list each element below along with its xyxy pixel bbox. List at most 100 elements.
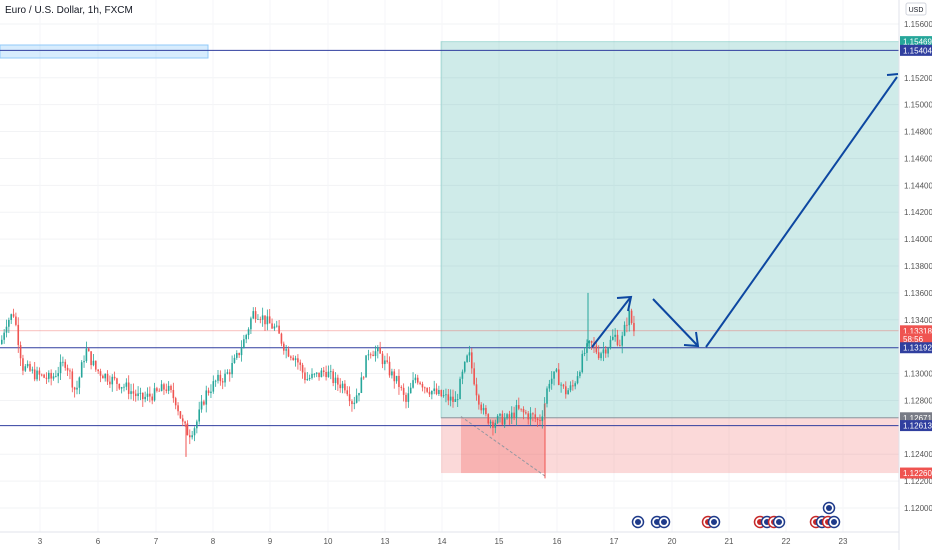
highlight-rectangle[interactable] [0, 44, 209, 59]
candle-body [43, 374, 45, 378]
candle-body [287, 349, 290, 357]
horizontal-levels[interactable] [0, 49, 899, 427]
candle-body [38, 370, 41, 375]
loss-zone[interactable] [441, 417, 899, 474]
candle-body [520, 408, 522, 410]
candle-body [473, 368, 475, 385]
candle-body [513, 412, 515, 418]
price-tag [900, 467, 932, 479]
candle-body [553, 371, 555, 379]
candle-body [614, 334, 616, 337]
candle-body [562, 384, 565, 387]
candle-body [590, 340, 593, 343]
economic-event-dot [711, 519, 717, 525]
candle-body [259, 319, 262, 320]
y-tick-label: 1.14800 [904, 128, 932, 137]
candle-body [158, 390, 161, 392]
y-tick-label: 1.13600 [904, 289, 932, 298]
price-axis[interactable]: 1.15600 1.15200 1.15000 1.14800 1.14600 1.144… [904, 20, 932, 513]
candle-body [268, 316, 271, 324]
arrow-drawings[interactable] [591, 73, 899, 348]
candle-body [428, 391, 431, 395]
candle-body [419, 382, 421, 384]
candle-body [151, 396, 153, 401]
candle-body [95, 360, 97, 370]
candle-body [283, 343, 285, 351]
candle-body [454, 399, 457, 402]
currency-button[interactable]: USD [905, 2, 927, 16]
candle-body [318, 372, 320, 378]
candle-body [475, 384, 478, 396]
candle-body [576, 376, 579, 384]
candle-body [78, 377, 81, 388]
candle-body [19, 345, 22, 359]
candle-body [567, 390, 569, 395]
candle-body [118, 383, 121, 389]
economic-event-dot [661, 519, 667, 525]
candle-body [149, 393, 151, 397]
x-tick-label: 9 [268, 537, 273, 546]
candle-body [205, 390, 208, 405]
candle-body [586, 343, 588, 353]
candle-body [398, 375, 400, 387]
candle-body [489, 421, 492, 424]
candle-body [337, 377, 339, 385]
candle-body [106, 373, 109, 382]
candle-body [233, 357, 236, 364]
candle-body [525, 412, 527, 414]
candle-body [372, 354, 374, 357]
candle-body [367, 354, 370, 356]
candle-body [438, 390, 440, 395]
candle-body [104, 373, 106, 379]
candle-body [362, 377, 365, 379]
x-tick-label: 7 [154, 537, 159, 546]
candle-body [341, 383, 344, 389]
candle-body [572, 385, 574, 387]
candle-body [384, 360, 386, 365]
candle-body [306, 379, 309, 381]
candle-body [353, 402, 356, 405]
y-tick-label: 1.14000 [904, 235, 932, 244]
candle-body [179, 411, 182, 419]
time-axis[interactable]: 3 6 7 8 9 10 13 14 15 16 17 20 21 22 23 [0, 531, 899, 546]
candle-body [478, 395, 480, 405]
candle-body [87, 348, 90, 352]
candle-body [193, 428, 196, 436]
y-tick-label: 1.14600 [904, 154, 932, 163]
candle-body [66, 367, 69, 371]
symbol-title[interactable]: Euro / U.S. Dollar, 1h, FXCM [5, 5, 133, 16]
candle-body [322, 370, 325, 373]
economic-event-dot [635, 519, 641, 525]
candle-body [99, 371, 102, 376]
candle-body [280, 333, 283, 344]
price-tag-label: 1.13318 [903, 327, 932, 336]
candle-body [447, 394, 450, 401]
x-tick-label: 16 [553, 537, 562, 546]
arrow-down[interactable] [652, 298, 698, 346]
candle-body [574, 383, 576, 387]
candle-body [55, 376, 57, 378]
candle-body [83, 361, 85, 363]
candle-body [186, 423, 189, 436]
candle-body [560, 384, 562, 386]
candle-body [522, 408, 525, 413]
economic-event-dot [776, 519, 782, 525]
candle-body [160, 384, 163, 392]
candle-body [228, 372, 231, 375]
candle-body [379, 347, 381, 354]
candle-body [501, 413, 504, 425]
candle-body [548, 383, 551, 389]
candle-body [619, 345, 621, 347]
candle-body [607, 347, 609, 354]
candle-body [595, 345, 598, 353]
y-tick-label: 1.14400 [904, 181, 932, 190]
arrow-up-short[interactable] [591, 297, 631, 348]
candle-body [254, 311, 257, 320]
candle-body [31, 369, 34, 371]
profit-zone[interactable] [440, 41, 900, 419]
candle-body [320, 370, 323, 378]
economic-events[interactable] [631, 501, 841, 529]
arrow-up-long[interactable] [705, 76, 898, 348]
candle-body [518, 405, 520, 409]
